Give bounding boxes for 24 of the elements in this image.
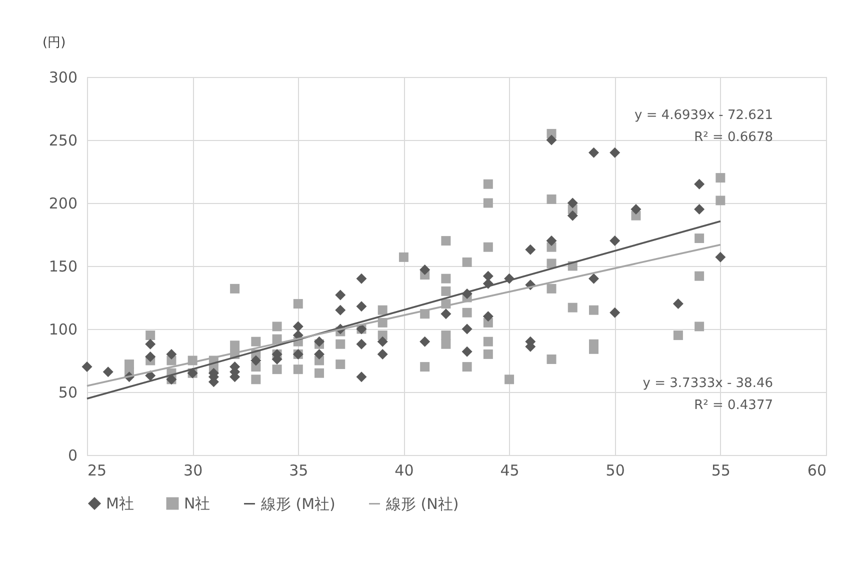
x-tick-label: 50: [606, 462, 625, 480]
legend-label: 線形 (M社): [260, 494, 336, 513]
x-tick-label: 45: [500, 462, 520, 480]
x-tick-label: 30: [184, 462, 203, 480]
y-tick-label: 100: [48, 320, 78, 338]
annotation: R² = 0.6678: [694, 130, 773, 145]
legend-label: 線形 (N社): [385, 494, 459, 513]
annotation: y = 3.7333x - 38.46: [642, 376, 773, 391]
legend-label: N社: [184, 494, 210, 513]
y-tick-label: 0: [68, 446, 78, 464]
y-tick-label: 200: [48, 194, 78, 212]
x-tick-label: 40: [394, 462, 414, 480]
y-tick-label: 50: [58, 384, 78, 402]
x-tick-label: 55: [711, 462, 730, 480]
x-tick-label: 25: [88, 462, 107, 480]
x-tick-label: 60: [807, 462, 826, 480]
y-tick-label: 250: [48, 132, 78, 150]
annotation: y = 4.6939x - 72.621: [634, 108, 773, 123]
y-tick-label: 300: [48, 68, 78, 86]
legend-label: M社: [106, 494, 134, 513]
y-tick-label: 150: [48, 258, 78, 276]
annotation: R² = 0.4377: [694, 398, 773, 413]
x-tick-label: 35: [289, 462, 308, 480]
y-axis-title: (円): [42, 36, 66, 50]
